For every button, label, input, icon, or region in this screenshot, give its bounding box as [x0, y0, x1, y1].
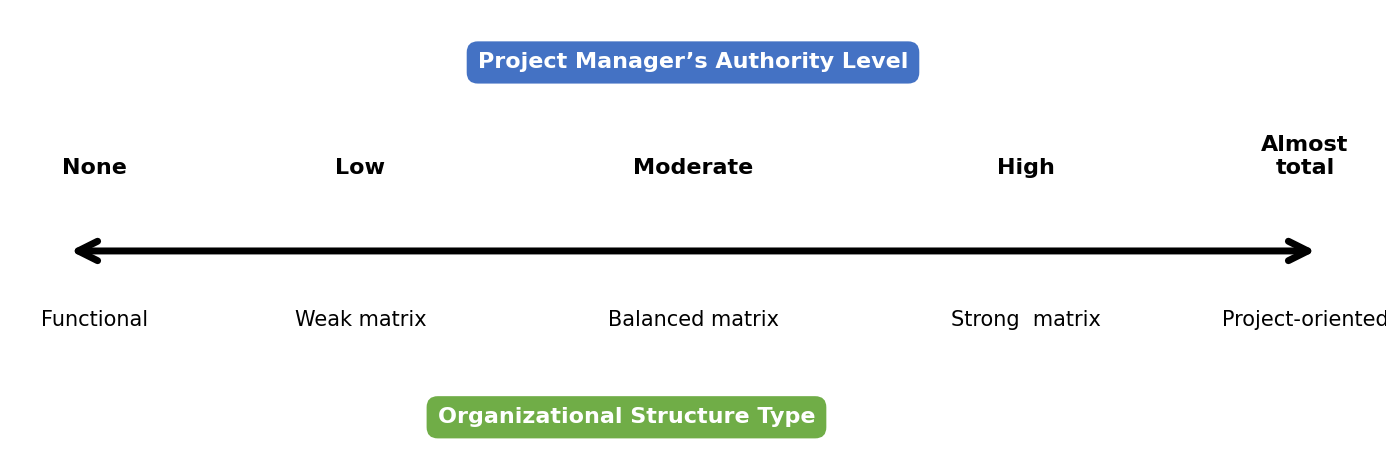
Text: Weak matrix: Weak matrix [295, 310, 426, 330]
Text: Organizational Structure Type: Organizational Structure Type [438, 407, 815, 427]
Text: Project Manager’s Authority Level: Project Manager’s Authority Level [478, 53, 908, 73]
Text: Strong  matrix: Strong matrix [951, 310, 1100, 330]
Text: None: None [62, 158, 126, 178]
Text: High: High [997, 158, 1055, 178]
Text: Low: Low [335, 158, 385, 178]
Text: Functional: Functional [40, 310, 148, 330]
Text: Project-oriented: Project-oriented [1221, 310, 1386, 330]
Text: Almost
total: Almost total [1261, 134, 1349, 178]
Text: Balanced matrix: Balanced matrix [607, 310, 779, 330]
Text: Moderate: Moderate [633, 158, 753, 178]
